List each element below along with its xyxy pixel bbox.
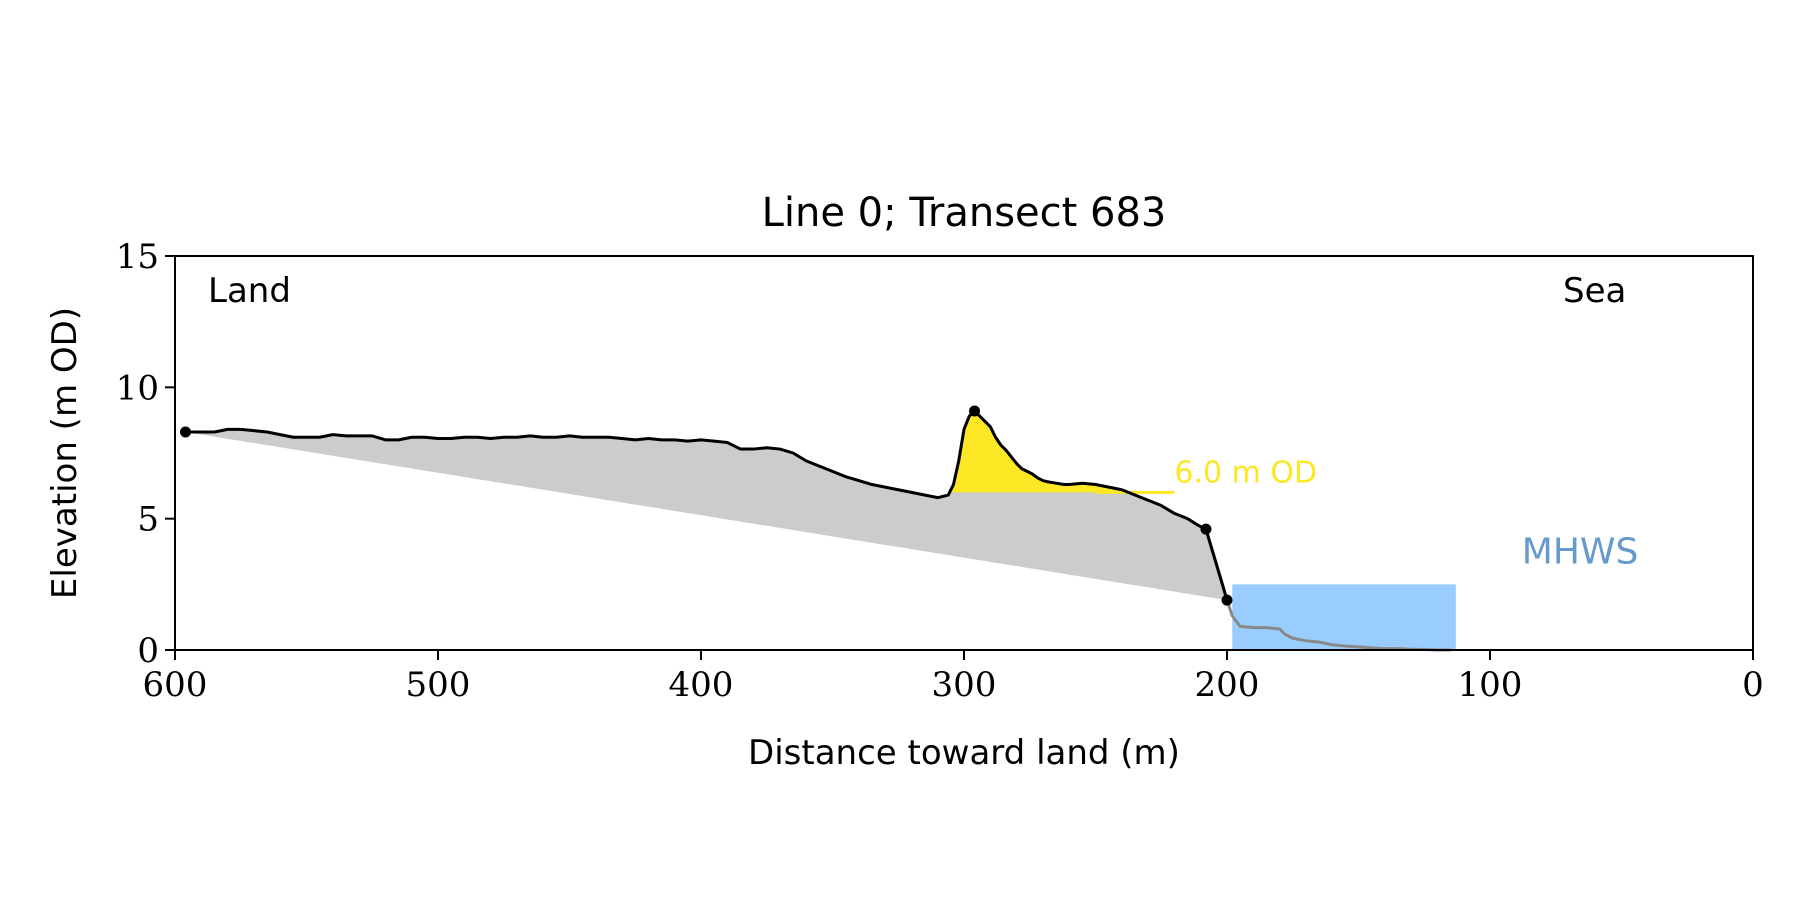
x-tick-label: 200 bbox=[1195, 665, 1260, 705]
y-tick-label: 10 bbox=[116, 368, 159, 408]
x-axis-label: Distance toward land (m) bbox=[748, 733, 1180, 773]
mhws-annotation: MHWS bbox=[1522, 531, 1639, 572]
x-tick-label: 600 bbox=[143, 665, 208, 705]
toe-profile-line bbox=[1204, 528, 1451, 652]
profile-marker bbox=[969, 405, 981, 417]
profile-line bbox=[185, 409, 1229, 601]
x-tick-label: 0 bbox=[1742, 665, 1764, 705]
land-annotation: Land bbox=[208, 271, 291, 311]
y-axis-label: Elevation (m OD) bbox=[45, 307, 85, 599]
x-tick-label: 400 bbox=[669, 665, 734, 705]
y-tick-label: 0 bbox=[137, 631, 159, 671]
profile-marker bbox=[180, 426, 192, 438]
x-tick-label: 100 bbox=[1458, 665, 1523, 705]
x-tick-label: 500 bbox=[406, 665, 471, 705]
y-tick-label: 5 bbox=[137, 500, 159, 540]
y-tick-label: 15 bbox=[116, 237, 159, 277]
x-tick-label: 300 bbox=[932, 665, 997, 705]
profile-marker bbox=[1200, 523, 1212, 535]
axis-ticks: 600 500 400 300 200 100 0 0 5 10 15 bbox=[116, 237, 1764, 705]
chart-title: Line 0; Transect 683 bbox=[762, 190, 1167, 236]
level-annotation: 6.0 m OD bbox=[1174, 455, 1317, 490]
plot-area bbox=[180, 405, 1456, 652]
mhws-box bbox=[1232, 584, 1456, 650]
profile-marker bbox=[1221, 594, 1233, 606]
dune-volume-above-level bbox=[948, 410, 1122, 493]
sea-annotation: Sea bbox=[1563, 271, 1626, 311]
